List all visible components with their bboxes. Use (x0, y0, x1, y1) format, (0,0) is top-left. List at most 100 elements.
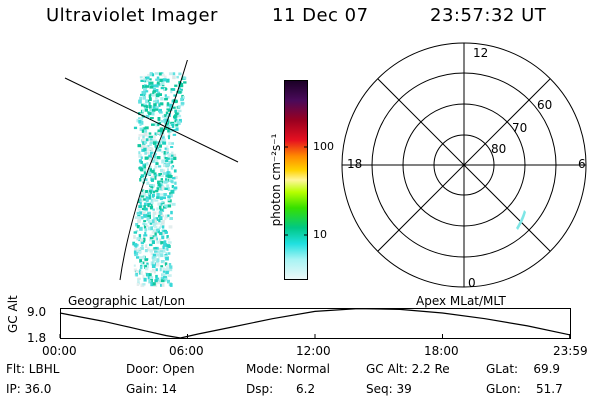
aurora-pixel (172, 106, 176, 109)
aurora-pixel (142, 135, 145, 140)
aurora-pixel (165, 180, 169, 183)
aurora-pixel (145, 76, 148, 79)
aurora-emission-band (132, 72, 187, 288)
aurora-pixel (153, 154, 156, 159)
aurora-pixel (166, 244, 171, 248)
aurora-pixel (162, 196, 166, 200)
aurora-pixel (156, 193, 160, 197)
latitude-grid-line (119, 60, 188, 281)
aurora-pixel (149, 78, 152, 81)
aurora-pixel (139, 201, 142, 205)
aurora-pixel (139, 250, 142, 254)
aurora-pixel (152, 258, 155, 262)
aurora-pixel (135, 270, 140, 273)
aurora-pixel (138, 247, 141, 251)
polar-aurora-patch (516, 210, 526, 230)
aurora-pixel (170, 142, 174, 145)
aurora-pixel (174, 84, 178, 87)
aurora-pixel (164, 214, 169, 219)
aurora-pixel (158, 219, 161, 222)
aurora-pixel (158, 108, 162, 113)
aurora-pixel (151, 264, 156, 268)
aurora-pixel (153, 225, 158, 229)
aurora-pixel (148, 132, 152, 135)
mlat-label-60: 60 (537, 98, 553, 112)
altitude-series-line (59, 307, 570, 339)
aurora-pixel (165, 178, 168, 181)
aurora-pixel (150, 186, 154, 189)
aurora-pixel (147, 276, 151, 280)
aurora-pixel (158, 103, 161, 107)
aurora-pixel (157, 123, 160, 126)
aurora-pixel (152, 190, 155, 194)
aurora-pixel (142, 127, 146, 131)
aurora-pixel (168, 135, 170, 140)
aurora-pixel (167, 174, 172, 179)
aurora-pixel (146, 76, 150, 81)
aurora-pixel (147, 204, 150, 207)
aurora-pixel (163, 193, 167, 196)
aurora-pixel (138, 192, 143, 196)
aurora-pixel (166, 247, 169, 251)
aurora-pixel (148, 81, 151, 86)
aurora-pixel (145, 138, 149, 142)
aurora-pixel (162, 81, 165, 86)
aurora-pixel (138, 234, 142, 238)
aurora-pixel (149, 151, 153, 156)
aurora-pixel (149, 234, 153, 238)
aurora-pixel (148, 94, 152, 98)
aurora-pixel (166, 267, 170, 271)
aurora-pixel (138, 120, 142, 124)
mlat-label-80: 80 (491, 142, 507, 156)
aurora-pixel (180, 97, 184, 102)
aurora-pixel (162, 172, 167, 175)
aurora-pixel (142, 145, 145, 149)
aurora-pixel (151, 175, 155, 180)
aurora-pixel (167, 96, 170, 99)
aurora-pixel (140, 161, 143, 164)
aurora-pixel (140, 262, 143, 265)
aurora-pixel (140, 216, 144, 220)
aurora-pixel (160, 241, 164, 245)
aurora-pixel (137, 144, 142, 148)
aurora-pixel (143, 178, 148, 181)
aurora-pixel (133, 250, 137, 255)
aurora-pixel (162, 115, 165, 118)
aurora-pixel (142, 84, 146, 89)
aurora-pixel (140, 93, 144, 96)
aurora-pixel (169, 172, 172, 175)
aurora-pixel (152, 135, 156, 139)
aurora-pixel (139, 268, 142, 272)
aurora-pixel (160, 87, 164, 90)
aurora-pixel (145, 114, 150, 119)
aurora-pixel (170, 121, 175, 124)
aurora-pixel (172, 72, 176, 76)
aurora-pixel (160, 279, 165, 283)
aurora-pixel (149, 201, 153, 204)
aurora-pixel (162, 78, 167, 82)
aurora-pixel (133, 126, 138, 130)
aurora-pixel (166, 184, 170, 187)
altitude-xtick-0600: 06:00 (169, 344, 204, 358)
aurora-pixel (156, 222, 160, 225)
aurora-pixel (170, 180, 174, 183)
aurora-pixel (148, 154, 152, 159)
aurora-pixel (162, 219, 165, 224)
aurora-pixel (149, 142, 152, 147)
aurora-pixel (162, 249, 166, 253)
aurora-pixel (161, 73, 165, 77)
aurora-pixel (136, 256, 140, 259)
aurora-pixel (178, 81, 181, 84)
aurora-pixel (167, 237, 171, 241)
aurora-pixel (162, 225, 165, 229)
aurora-pixel (147, 73, 151, 77)
aurora-pixel (145, 267, 149, 271)
aurora-pixel (147, 169, 150, 172)
aurora-pixel (148, 273, 152, 277)
aurora-pixel (157, 91, 161, 95)
aurora-pixel (161, 150, 164, 154)
aurora-pixel (170, 160, 174, 164)
aurora-pixel (173, 186, 178, 190)
aurora-pixel (150, 226, 153, 231)
aurora-pixel (161, 201, 164, 204)
